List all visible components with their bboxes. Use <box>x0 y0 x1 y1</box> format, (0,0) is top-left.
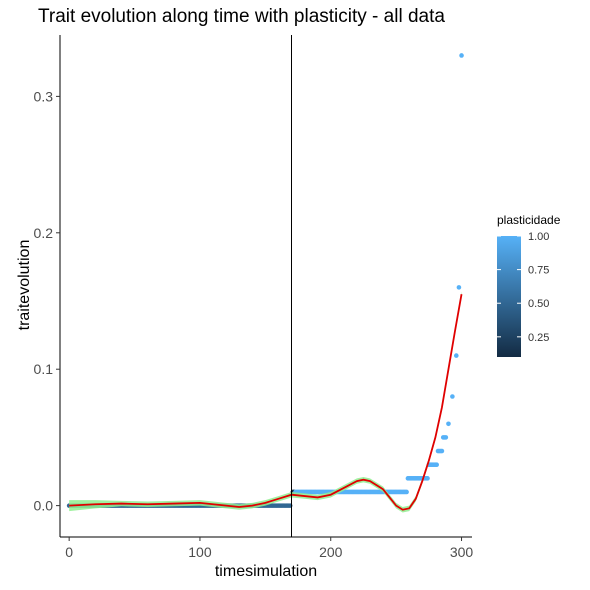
y-tick-label: 0.2 <box>34 225 54 241</box>
x-tick-label: 200 <box>319 544 343 560</box>
data-point <box>454 353 459 358</box>
smooth-confidence-band <box>69 291 461 512</box>
data-point <box>434 462 439 467</box>
data-point <box>446 421 451 426</box>
colorbar-tick-label: 0.25 <box>528 332 549 344</box>
colorbar-tick-label: 0.50 <box>528 298 549 310</box>
y-tick-label: 0.1 <box>34 361 54 377</box>
colorbar-tick-label: 0.75 <box>528 265 549 277</box>
data-point <box>425 476 430 481</box>
smooth-trend-line <box>69 294 461 510</box>
data-point <box>440 449 445 454</box>
data-point <box>457 285 462 290</box>
y-tick-label: 0.3 <box>34 88 54 104</box>
data-point <box>404 490 409 495</box>
colorbar-tick-label: 1.00 <box>528 231 549 243</box>
data-point <box>444 435 449 440</box>
x-tick-label: 0 <box>65 544 73 560</box>
data-point <box>450 394 455 399</box>
data-point <box>459 53 464 58</box>
x-tick-label: 100 <box>188 544 212 560</box>
y-tick-label: 0.0 <box>34 498 54 514</box>
colorbar <box>497 236 521 357</box>
x-tick-label: 300 <box>450 544 474 560</box>
